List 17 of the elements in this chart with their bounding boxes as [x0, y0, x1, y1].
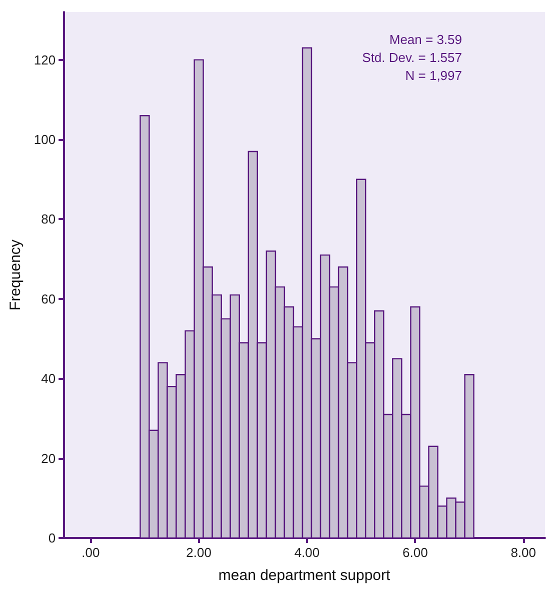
- annotation: Std. Dev. = 1.557: [362, 50, 462, 65]
- x-tick-label: 8.00: [510, 545, 536, 560]
- annotation: Mean = 3.59: [389, 32, 462, 47]
- y-tick-label: 60: [41, 291, 56, 306]
- y-axis-title: Frequency: [7, 239, 24, 310]
- x-axis-title: mean department support: [218, 567, 392, 584]
- x-tick-label: 2.00: [186, 545, 212, 560]
- annotation: N = 1,997: [405, 68, 462, 83]
- y-tick-label: 100: [34, 132, 56, 148]
- y-tick-label: 80: [41, 212, 56, 227]
- y-tick-label: 120: [34, 52, 56, 68]
- x-tick-label: 6.00: [402, 545, 428, 560]
- x-tick-label: .00: [82, 545, 100, 560]
- y-tick-label: 0: [48, 530, 56, 546]
- y-tick-label: 20: [41, 450, 56, 466]
- y-tick-label: 40: [41, 371, 56, 386]
- x-tick-label: 4.00: [294, 545, 320, 560]
